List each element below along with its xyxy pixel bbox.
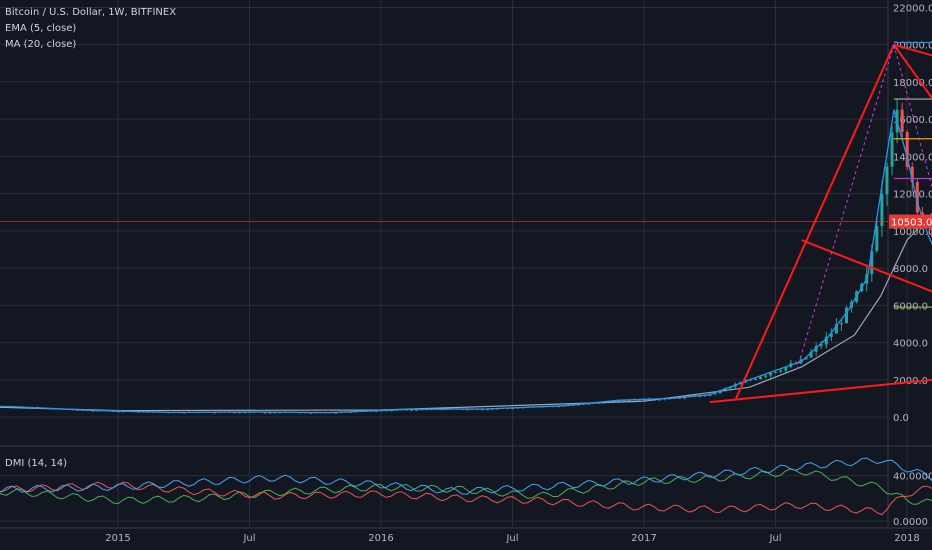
y-tick-label: 16000.0	[893, 115, 932, 126]
candle-body	[905, 132, 909, 167]
candle-body	[890, 132, 894, 167]
candle-body	[334, 412, 338, 414]
red-trendline	[709, 378, 932, 404]
candle-body	[374, 410, 378, 412]
dashed-projection	[796, 44, 895, 371]
candle-body	[556, 406, 560, 408]
candle-body	[410, 409, 414, 411]
y-tick-label: 20000.0	[893, 41, 932, 52]
candle-body	[839, 323, 843, 325]
candle-body	[511, 408, 515, 410]
candle-body	[238, 412, 242, 414]
candle-body	[915, 182, 919, 213]
candle-body	[753, 378, 757, 380]
x-tick-label: 2017	[631, 533, 656, 544]
candle-body	[91, 410, 95, 412]
chart-legend: Bitcoin / U.S. Dollar, 1W, BITFINEX EMA …	[5, 5, 176, 53]
x-tick-label: 2016	[368, 533, 393, 544]
candle-body	[268, 412, 272, 414]
candle-body	[930, 226, 932, 237]
candle-body	[273, 412, 277, 414]
candle-body	[870, 250, 874, 275]
candle-body	[779, 370, 783, 372]
candle-body	[622, 400, 626, 402]
candle-body	[819, 344, 823, 347]
candle-body	[824, 336, 828, 345]
candle-body	[910, 166, 914, 183]
candle-body	[764, 375, 768, 377]
dmi-tick-label: 0.0000	[893, 517, 928, 528]
dmi-minus-line	[0, 481, 932, 516]
dmi-tick-label: 40.0000	[893, 472, 932, 483]
ema-legend: EMA (5, close)	[5, 23, 77, 34]
x-tick-label: Jul	[505, 533, 518, 544]
candle-body	[415, 409, 419, 411]
candle-body	[116, 411, 120, 413]
candle-body	[243, 412, 247, 414]
last-price-label: 10503.0	[891, 218, 932, 229]
y-tick-label: 0.0	[893, 413, 909, 424]
symbol-title: Bitcoin / U.S. Dollar, 1W, BITFINEX	[5, 7, 177, 18]
candle-body	[809, 351, 813, 358]
y-tick-label: 18000.0	[893, 78, 932, 89]
candle-body	[769, 372, 773, 376]
ma-line	[0, 212, 932, 412]
y-tick-label: 14000.0	[893, 152, 932, 163]
y-tick-label: 10000.0	[893, 227, 932, 238]
candle-body	[627, 400, 631, 402]
candle-body	[829, 333, 833, 337]
x-tick-label: 2018	[894, 533, 919, 544]
y-tick-label: 4000.0	[893, 339, 928, 350]
candle-body	[263, 412, 267, 414]
candle-body	[834, 324, 838, 334]
candle-body	[465, 409, 469, 411]
y-tick-label: 12000.0	[893, 190, 932, 201]
candle-body	[885, 166, 889, 195]
candle-body	[212, 412, 216, 414]
dmi-legend: DMI (14, 14)	[5, 458, 68, 469]
candle-body	[900, 109, 904, 133]
red-trendline	[801, 239, 932, 293]
ema-line	[0, 109, 932, 414]
dmi-plus-line	[0, 468, 932, 505]
candle-body	[480, 409, 484, 411]
ma-legend: MA (20, close)	[5, 39, 77, 50]
candle-body	[657, 399, 661, 401]
candle-body	[845, 307, 849, 324]
x-tick-label: Jul	[768, 533, 781, 544]
candle-body	[774, 371, 778, 373]
adx-line	[0, 457, 932, 495]
candle-body	[804, 357, 808, 360]
candle-body	[389, 410, 393, 412]
y-tick-label: 22000.0	[893, 3, 932, 14]
y-tick-label: 8000.0	[893, 264, 928, 275]
x-tick-label: Jul	[242, 533, 255, 544]
candle-body	[880, 194, 884, 227]
candle-body	[759, 376, 763, 379]
red-trendline	[893, 44, 932, 100]
candle-body	[308, 412, 312, 414]
candle-body	[713, 393, 717, 395]
candle-body	[784, 366, 788, 371]
candle-body	[814, 346, 818, 352]
last-price-tag	[889, 214, 932, 229]
candle-body	[485, 409, 489, 411]
candle-body	[587, 403, 591, 405]
candle-body	[617, 400, 621, 402]
candle-body	[875, 226, 879, 251]
x-tick-label: 2015	[105, 533, 130, 544]
